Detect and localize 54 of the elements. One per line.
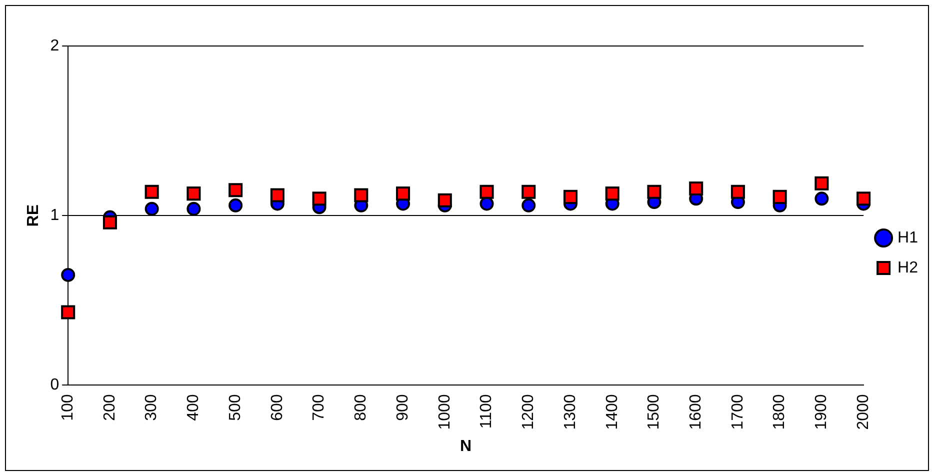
legend-label: H2: [898, 259, 918, 276]
y-axis-title: RE: [25, 204, 42, 227]
x-tick-label: 1900: [813, 394, 830, 430]
x-tick-label: 600: [268, 394, 286, 421]
x-axis-title: N: [460, 438, 472, 455]
point: [480, 184, 494, 199]
point: [480, 196, 494, 211]
y-tick-label: 0: [50, 376, 60, 394]
x-tick-label: 700: [310, 394, 328, 421]
x-tick-label: 1100: [478, 394, 496, 429]
point: [312, 192, 326, 206]
x-tick-label: 1700: [729, 394, 746, 430]
point: [730, 184, 745, 199]
y-tick-label: 2: [50, 37, 60, 54]
point: [856, 192, 871, 206]
point: [814, 192, 829, 206]
x-tick-label: 1500: [646, 394, 663, 430]
point: [144, 184, 159, 199]
x-tick-label: 1200: [520, 394, 538, 430]
point: [396, 186, 410, 201]
x-tick-label: 200: [101, 394, 118, 421]
point: [689, 181, 704, 196]
point: [228, 183, 243, 198]
point: [522, 198, 536, 212]
x-tick-label: 1000: [436, 394, 454, 430]
point: [61, 305, 76, 320]
point: [354, 188, 368, 202]
point: [270, 188, 284, 202]
legend-label: H1: [898, 229, 918, 246]
x-tick-label: 1600: [687, 394, 704, 430]
point: [438, 193, 452, 208]
x-tick-label: 300: [143, 394, 160, 421]
point: [186, 186, 201, 201]
point: [772, 190, 787, 204]
x-tick-label: 2000: [854, 394, 872, 430]
point: [144, 202, 159, 216]
x-tick-label: 900: [394, 394, 412, 421]
x-tick-label: 500: [226, 394, 244, 421]
point: [522, 184, 536, 199]
x-tick-label: 1400: [604, 394, 621, 430]
point: [228, 198, 243, 212]
point: [647, 184, 662, 199]
x-tick-label: 1800: [771, 394, 788, 430]
point: [605, 186, 620, 201]
x-tick-label: 1300: [562, 394, 579, 430]
point: [563, 190, 578, 204]
point: [61, 268, 76, 282]
x-tick-label: 100: [60, 394, 77, 421]
y-tick-label: 1: [50, 207, 60, 224]
point: [186, 202, 201, 216]
point: [814, 176, 829, 190]
point: [102, 215, 117, 230]
x-tick-label: 800: [352, 394, 370, 421]
x-tick-label: 400: [185, 394, 202, 421]
